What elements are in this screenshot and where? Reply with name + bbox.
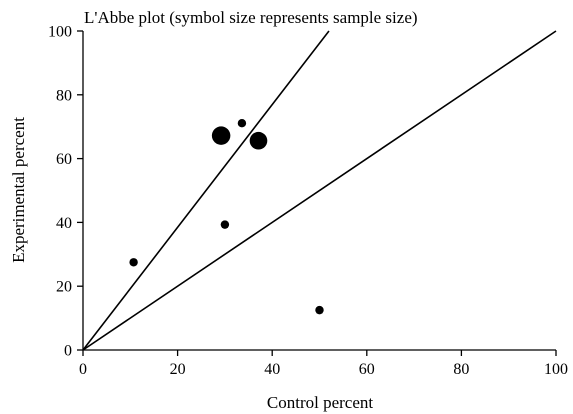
x-tick-label: 20	[170, 361, 186, 378]
y-ticks: 0 20 40 60 80 100	[48, 24, 83, 360]
reference-line-2	[82, 30, 557, 351]
x-axis-label: Control percent	[267, 393, 373, 412]
y-tick-label: 100	[48, 24, 72, 41]
x-tick-label: 60	[359, 361, 375, 378]
reference-lines	[82, 30, 557, 351]
data-point	[237, 118, 247, 128]
y-tick-label: 40	[56, 215, 72, 232]
data-point	[211, 126, 231, 145]
y-tick-label: 80	[56, 87, 72, 104]
chart-title: L'Abbe plot (symbol size represents samp…	[84, 8, 418, 27]
y-tick-label: 60	[56, 151, 72, 168]
data-point	[129, 258, 138, 267]
data-point	[220, 220, 230, 229]
axes	[82, 31, 556, 351]
data-points	[129, 118, 324, 315]
data-point	[249, 131, 268, 150]
x-tick-label: 0	[79, 361, 87, 378]
y-axis-label: Experimental percent	[9, 117, 28, 263]
y-tick-label: 20	[56, 279, 72, 296]
y-tick-label: 0	[64, 343, 72, 360]
data-point	[315, 305, 324, 315]
x-tick-label: 40	[264, 361, 280, 378]
x-tick-label: 80	[453, 361, 469, 378]
reference-line-1	[82, 30, 330, 351]
x-tick-label: 100	[544, 361, 568, 378]
x-ticks: 0 20 40 60 80 100	[79, 350, 568, 378]
